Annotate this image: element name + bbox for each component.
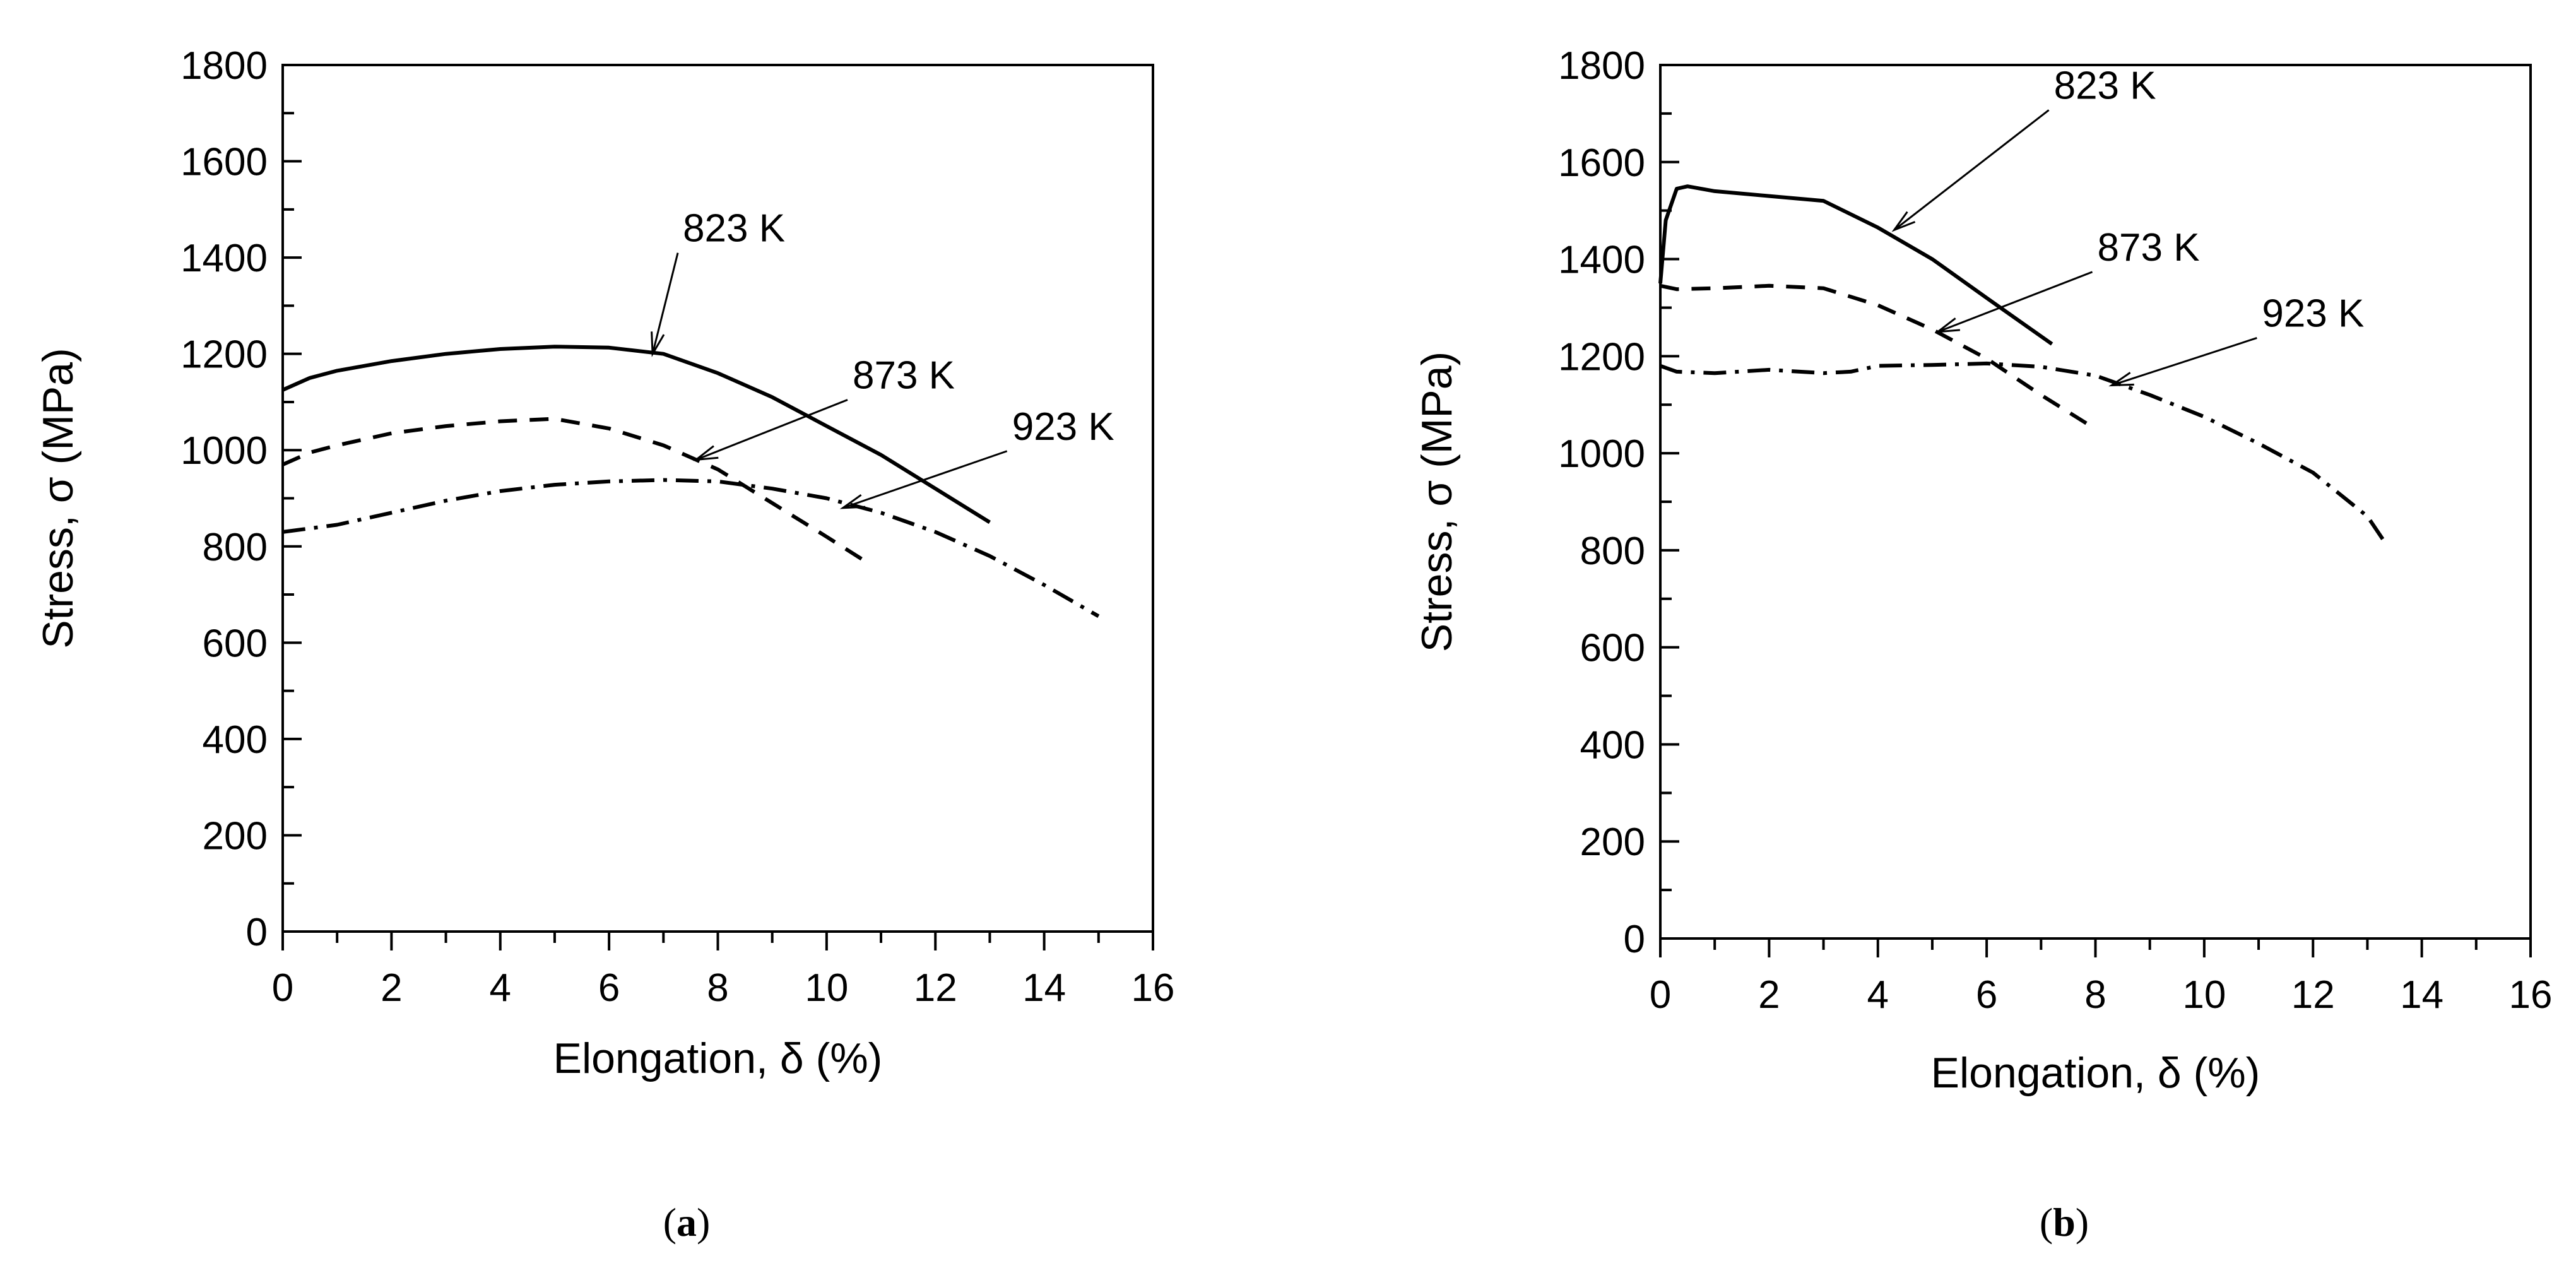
y-tick-label: 200 [1580,820,1645,864]
x-tick-label: 8 [2084,973,2106,1017]
chart-panel-b: 0 200 400 600 800 1000 1200 1400 1600 1800 0 2 4 6 8 10… [1413,44,2552,1245]
x-tick-label: 14 [1022,966,1066,1010]
x-tick-label: 16 [1131,966,1175,1010]
annotation-label: 923 K [1012,405,1114,449]
x-axis-title: Elongation, δ (%) [553,1034,883,1082]
y-tick-label: 1200 [1558,335,1645,379]
annotation-label: 873 K [2098,226,2200,269]
annotation-arrow-line [695,399,848,461]
y-tick-label: 1400 [1558,239,1645,282]
y-axis-title: Stress, σ (MPa) [1413,352,1461,652]
x-tick-label: 10 [805,966,848,1010]
y-tick-label: 1400 [180,237,268,280]
x-tick-label: 10 [2182,973,2226,1017]
y-tick-label: 600 [1580,627,1645,670]
chart-panel-a: 0 200 400 600 800 1000 1200 1400 1600 1800 0 2 4 6 8 10… [34,44,1174,1245]
annotation-arrowhead [693,445,719,461]
x-tick-label: 4 [490,966,511,1010]
x-tick-label: 16 [2509,973,2553,1017]
plot-frame [1659,64,2532,940]
y-tick-label: 0 [246,911,268,954]
y-tick-label: 800 [203,526,268,569]
x-axis-title: Elongation, δ (%) [1931,1049,2260,1097]
annotation-arrow-line [1937,271,2093,333]
y-tick-label: 1200 [180,333,268,377]
x-tick-label: 12 [2291,973,2335,1017]
y-tick-label: 1000 [1558,432,1645,476]
y-tick-label: 400 [203,718,268,762]
plot-frame [281,64,1154,933]
annotation-arrow-line [651,252,679,355]
annotation-arrow-line [2111,337,2257,386]
panel-label: (b) [2040,1200,2089,1245]
y-tick-label: 1600 [1558,141,1645,185]
y-tick-label: 400 [1580,723,1645,767]
series-line-823k [1658,184,2053,346]
x-tick-label: 4 [1867,973,1889,1017]
x-tick-label: 0 [272,966,293,1010]
panel-label: (a) [663,1200,711,1245]
y-tick-label: 1800 [180,44,268,88]
x-tick-label: 12 [914,966,957,1010]
y-tick-label: 1600 [180,141,268,184]
series-line-923k [282,478,1100,619]
x-tick-label: 8 [707,966,728,1010]
y-tick-label: 1000 [180,429,268,473]
x-tick-label: 2 [381,966,402,1010]
annotation-arrow-line [842,450,1008,509]
annotation-arrowhead [839,494,866,509]
annotation-label: 823 K [2054,64,2156,107]
annotation-arrow-line [1893,109,2050,231]
y-axis-title: Stress, σ (MPa) [34,348,82,648]
y-tick-label: 800 [1580,530,1645,573]
annotation-arrowhead [651,331,665,357]
annotation-arrowhead [2108,372,2134,387]
series-line-873k [281,417,866,563]
x-tick-label: 6 [1976,973,1997,1017]
x-tick-label: 6 [598,966,620,1010]
series-line-823k [281,345,991,524]
y-tick-label: 600 [203,622,268,665]
series-line-873k [1660,283,2097,431]
series-line-923k [1659,361,2385,542]
y-tick-label: 200 [203,814,268,858]
y-tick-label: 1800 [1558,44,1645,88]
y-tick-label: 0 [1624,918,1645,961]
annotation-label: 923 K [2262,292,2364,335]
x-tick-label: 2 [1758,973,1780,1017]
annotation-label: 823 K [683,207,785,251]
annotation-arrowhead [1891,211,1916,232]
x-tick-label: 0 [1650,973,1671,1017]
annotation-arrowhead [1934,317,1960,333]
x-tick-label: 14 [2400,973,2443,1017]
annotation-label: 873 K [853,353,955,397]
